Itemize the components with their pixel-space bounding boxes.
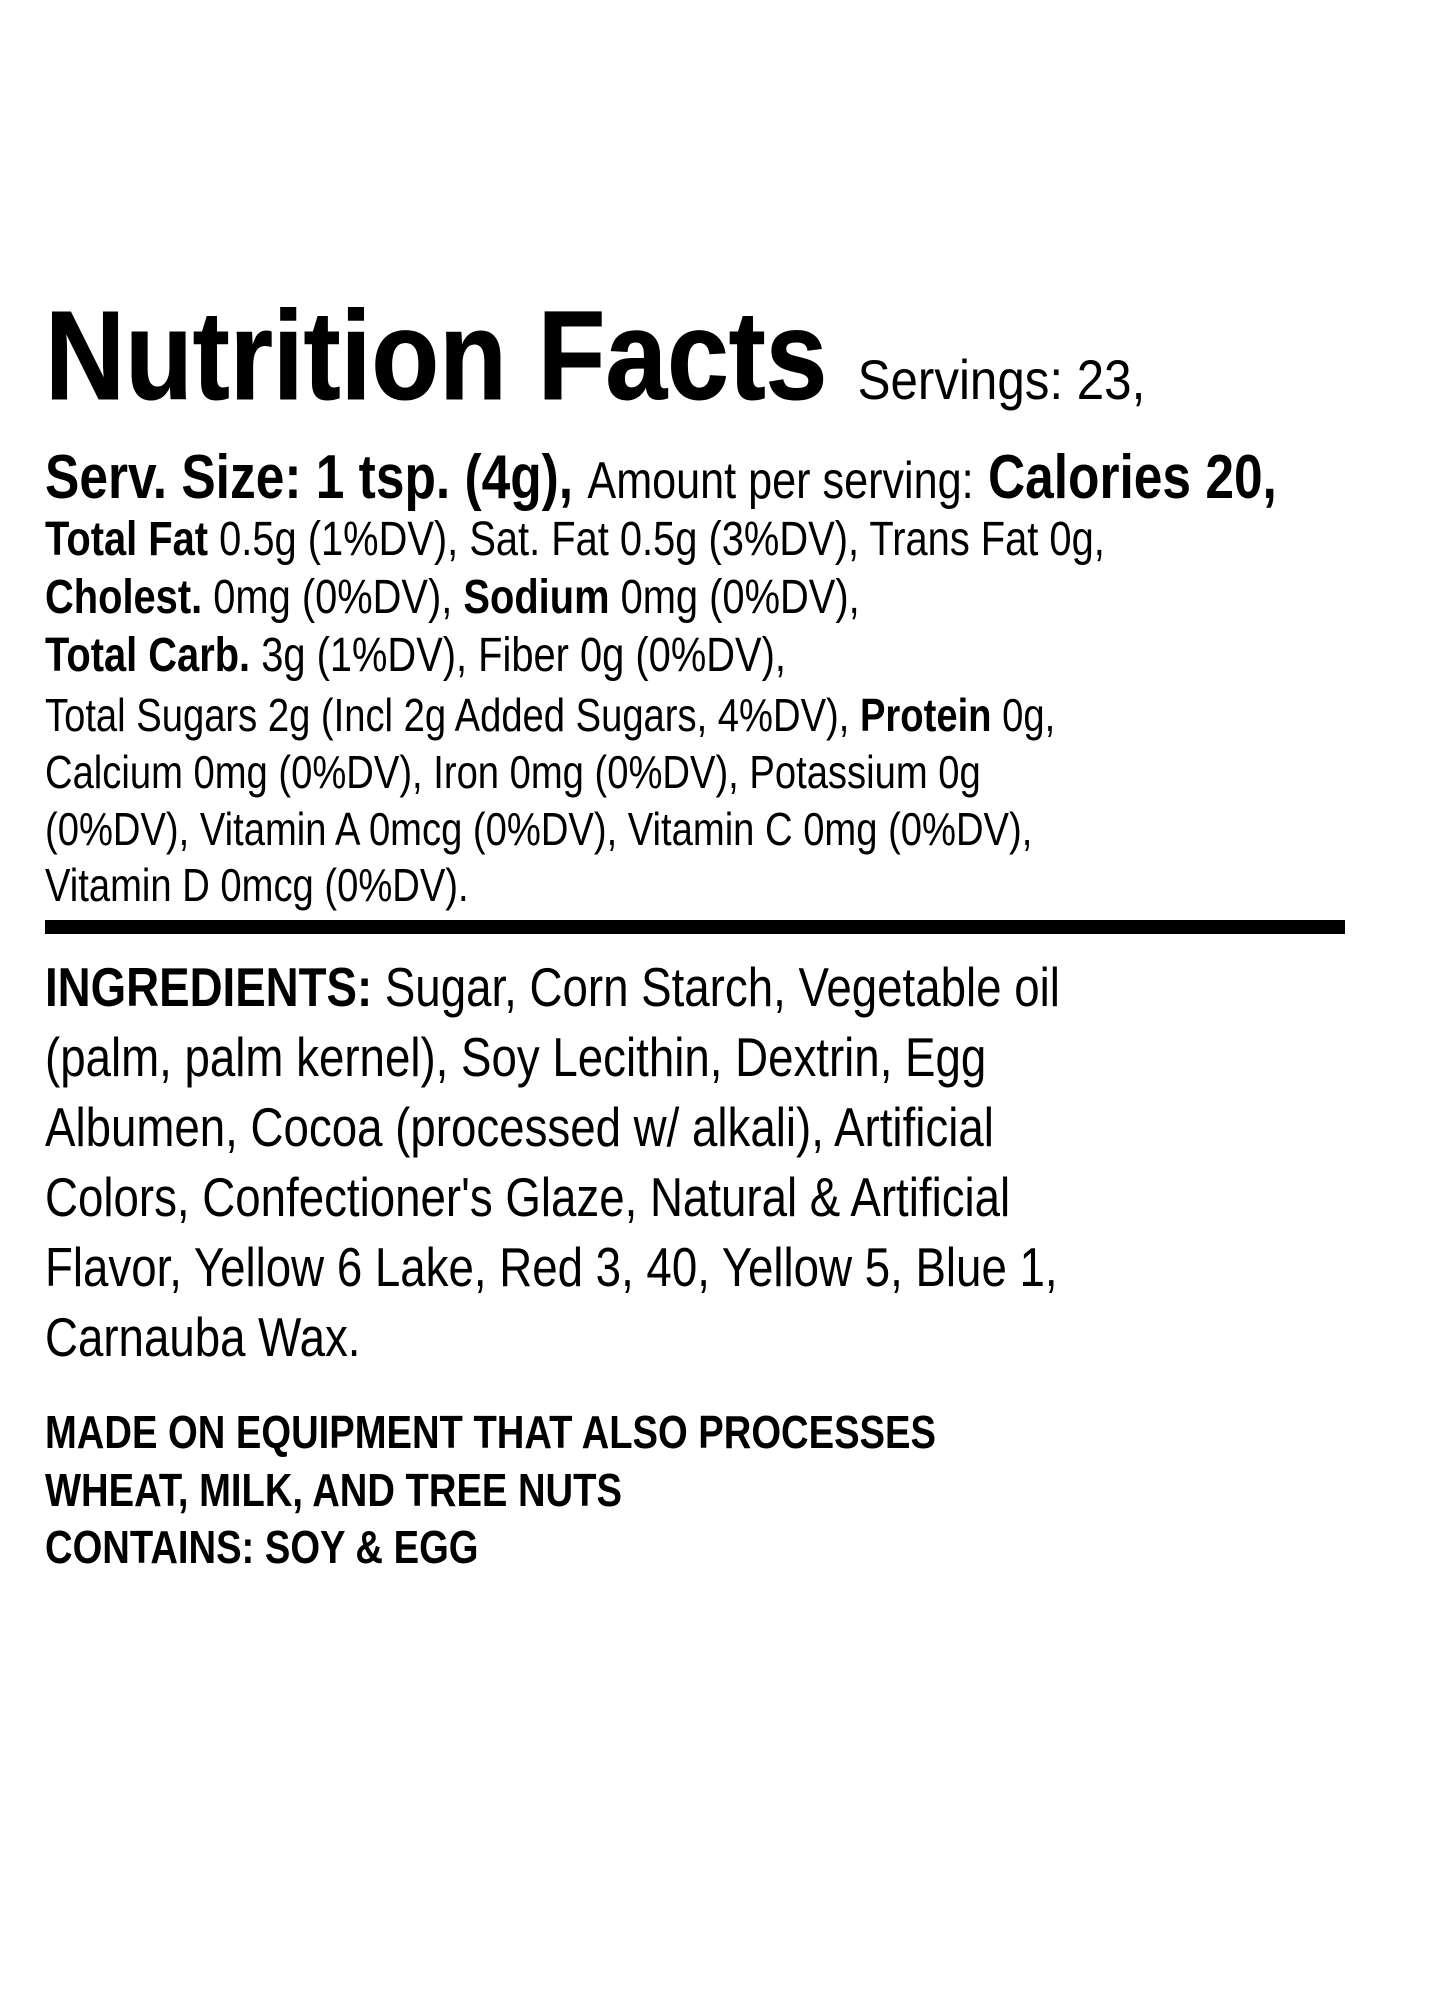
ingredients-text-4: Colors, Confectioner's Glaze, Natural & …: [45, 1166, 1011, 1228]
ingredients-line-4: Colors, Confectioner's Glaze, Natural & …: [45, 1170, 1010, 1225]
ingredients-line-2: (palm, palm kernel), Soy Lecithin, Dextr…: [45, 1030, 986, 1085]
divider-rule: [45, 920, 1345, 934]
vitamin-a-c: (0%DV), Vitamin A 0mcg (0%DV), Vitamin C…: [45, 803, 1033, 855]
sugars-protein-line: Total Sugars 2g (Incl 2g Added Sugars, 4…: [45, 692, 1055, 738]
total-fat-label: Total Fat: [45, 513, 209, 566]
total-fat-values: 0.5g (1%DV), Sat. Fat 0.5g (3%DV), Trans…: [219, 513, 1105, 566]
sodium-value: 0mg (0%DV),: [620, 571, 860, 624]
protein-label: Protein: [859, 689, 992, 741]
calcium-iron-potassium: Calcium 0mg (0%DV), Iron 0mg (0%DV), Pot…: [45, 746, 981, 798]
ingredients-line-3: Albumen, Cocoa (processed w/ alkali), Ar…: [45, 1100, 994, 1155]
nutrition-facts-title: Nutrition Facts: [45, 285, 828, 426]
ingredients-heading: INGREDIENTS:: [45, 956, 373, 1018]
servings-count: Servings: 23,: [857, 348, 1146, 411]
sodium-label: Sodium: [463, 571, 610, 624]
ingredients-line-6: Carnauba Wax.: [45, 1310, 360, 1365]
ingredients-text-6: Carnauba Wax.: [45, 1306, 361, 1368]
calories-value: Calories 20,: [987, 443, 1277, 512]
protein-value: 0g,: [1002, 689, 1056, 741]
nutrition-label: Nutrition Facts Servings: 23, Serv. Size…: [45, 0, 1445, 1994]
allergen-contains-text: CONTAINS: SOY & EGG: [45, 1521, 479, 1573]
carb-line: Total Carb. 3g (1%DV), Fiber 0g (0%DV),: [45, 632, 786, 680]
vitamin-d: Vitamin D 0mcg (0%DV).: [45, 859, 469, 911]
ingredients-text-3: Albumen, Cocoa (processed w/ alkali), Ar…: [45, 1096, 994, 1158]
cholesterol-sodium-line: Cholest. 0mg (0%DV), Sodium 0mg (0%DV),: [45, 574, 860, 622]
ingredients-text-2: (palm, palm kernel), Soy Lecithin, Dextr…: [45, 1026, 987, 1088]
micronutrients-line-3: Vitamin D 0mcg (0%DV).: [45, 862, 469, 908]
allergen-statement-line-1: MADE ON EQUIPMENT THAT ALSO PROCESSES: [45, 1409, 936, 1455]
cholesterol-value: 0mg (0%DV),: [213, 571, 453, 624]
allergen-statement-line-2: WHEAT, MILK, AND TREE NUTS: [45, 1467, 622, 1513]
ingredients-text-1: Sugar, Corn Starch, Vegetable oil: [384, 956, 1060, 1018]
allergen-contains-line: CONTAINS: SOY & EGG: [45, 1524, 478, 1570]
ingredients-line-1: INGREDIENTS: Sugar, Corn Starch, Vegetab…: [45, 960, 1060, 1015]
allergen-equipment-text: MADE ON EQUIPMENT THAT ALSO PROCESSES: [45, 1406, 936, 1458]
amount-per-serving-label: Amount per serving:: [587, 452, 974, 510]
serving-size-line: Serv. Size: 1 tsp. (4g), Amount per serv…: [45, 447, 1277, 509]
total-sugars-value: Total Sugars 2g (Incl 2g Added Sugars, 4…: [45, 689, 850, 741]
fat-line: Total Fat 0.5g (1%DV), Sat. Fat 0.5g (3%…: [45, 516, 1105, 564]
allergen-wheat-milk-nuts-text: WHEAT, MILK, AND TREE NUTS: [45, 1464, 622, 1516]
ingredients-line-5: Flavor, Yellow 6 Lake, Red 3, 40, Yellow…: [45, 1240, 1058, 1295]
total-carb-values: 3g (1%DV), Fiber 0g (0%DV),: [261, 629, 786, 682]
cholesterol-label: Cholest.: [45, 571, 203, 624]
micronutrients-line-1: Calcium 0mg (0%DV), Iron 0mg (0%DV), Pot…: [45, 749, 981, 795]
total-carb-label: Total Carb.: [45, 629, 251, 682]
title-line: Nutrition Facts Servings: 23,: [45, 292, 1146, 419]
ingredients-text-5: Flavor, Yellow 6 Lake, Red 3, 40, Yellow…: [45, 1236, 1058, 1298]
serving-size: Serv. Size: 1 tsp. (4g),: [45, 443, 574, 512]
micronutrients-line-2: (0%DV), Vitamin A 0mcg (0%DV), Vitamin C…: [45, 806, 1032, 852]
